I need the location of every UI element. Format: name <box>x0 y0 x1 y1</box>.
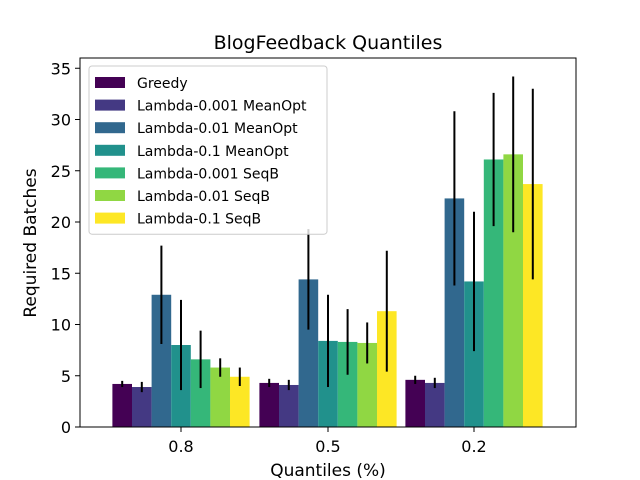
y-tick-label: 20 <box>51 213 71 232</box>
bar-7-0.2 <box>523 184 543 427</box>
bar-3-0.5 <box>298 279 319 427</box>
y-tick-label: 35 <box>51 59 71 78</box>
y-tick-label: 0 <box>61 418 71 437</box>
chart-title: BlogFeedback Quantiles <box>214 32 443 54</box>
bar-6-0.8 <box>210 367 230 427</box>
x-tick-label: 0.5 <box>315 437 340 456</box>
y-tick-label: 30 <box>51 111 71 130</box>
legend-label-2: Lambda-0.001 MeanOpt <box>137 99 307 115</box>
bar-6-0.2 <box>503 154 523 427</box>
legend-swatch-5 <box>95 167 125 179</box>
legend-swatch-6 <box>95 190 125 201</box>
legend-swatch-3 <box>95 122 125 134</box>
legend-swatch-4 <box>95 144 125 156</box>
legend-box <box>88 65 328 235</box>
bar-1-0.2 <box>405 379 425 427</box>
bar-2-0.5 <box>279 384 299 427</box>
bar-6-0.5 <box>357 342 377 427</box>
bar-2-0.2 <box>425 382 445 427</box>
legend-label-7: Lambda-0.1 SeqB <box>137 212 261 228</box>
legend-swatch-7 <box>95 212 125 224</box>
y-axis-label: Required Batches <box>21 168 41 317</box>
plot-area: 0 5 10 15 20 25 30 35 0.8 0.5 0.2 <box>51 57 577 456</box>
legend-label-1: Greedy <box>137 76 188 92</box>
bar-3-0.2 <box>444 198 465 427</box>
bar-5-0.2 <box>483 159 504 427</box>
bar-4-0.2 <box>464 281 484 427</box>
y-tick-label: 5 <box>61 367 71 386</box>
legend-label-4: Lambda-0.1 MeanOpt <box>137 144 289 160</box>
bar-1-0.8 <box>112 383 132 427</box>
legend-swatch-1 <box>95 77 125 88</box>
bar-5-0.5 <box>337 341 358 427</box>
x-tick-label: 0.8 <box>168 437 193 456</box>
y-tick-label: 10 <box>51 316 71 335</box>
y-tick-label: 25 <box>51 162 71 181</box>
bar-3-0.8 <box>151 294 172 427</box>
legend-label-6: Lambda-0.01 SeqB <box>137 189 270 205</box>
y-tick-label: 15 <box>51 264 71 283</box>
legend-label-5: Lambda-0.001 SeqB <box>137 166 279 182</box>
bar-2-0.8 <box>132 387 152 427</box>
bar-1-0.5 <box>259 382 279 427</box>
legend-label-3: Lambda-0.01 MeanOpt <box>137 121 298 137</box>
bar-7-0.8 <box>230 376 250 427</box>
x-axis-label: Quantiles (%) <box>270 461 386 480</box>
legend-swatch-2 <box>95 99 125 111</box>
legend: Greedy Lambda-0.001 MeanOpt Lambda-0.01 Me… <box>88 65 328 235</box>
x-tick-label: 0.2 <box>461 437 486 456</box>
bar-5-0.8 <box>190 359 211 427</box>
